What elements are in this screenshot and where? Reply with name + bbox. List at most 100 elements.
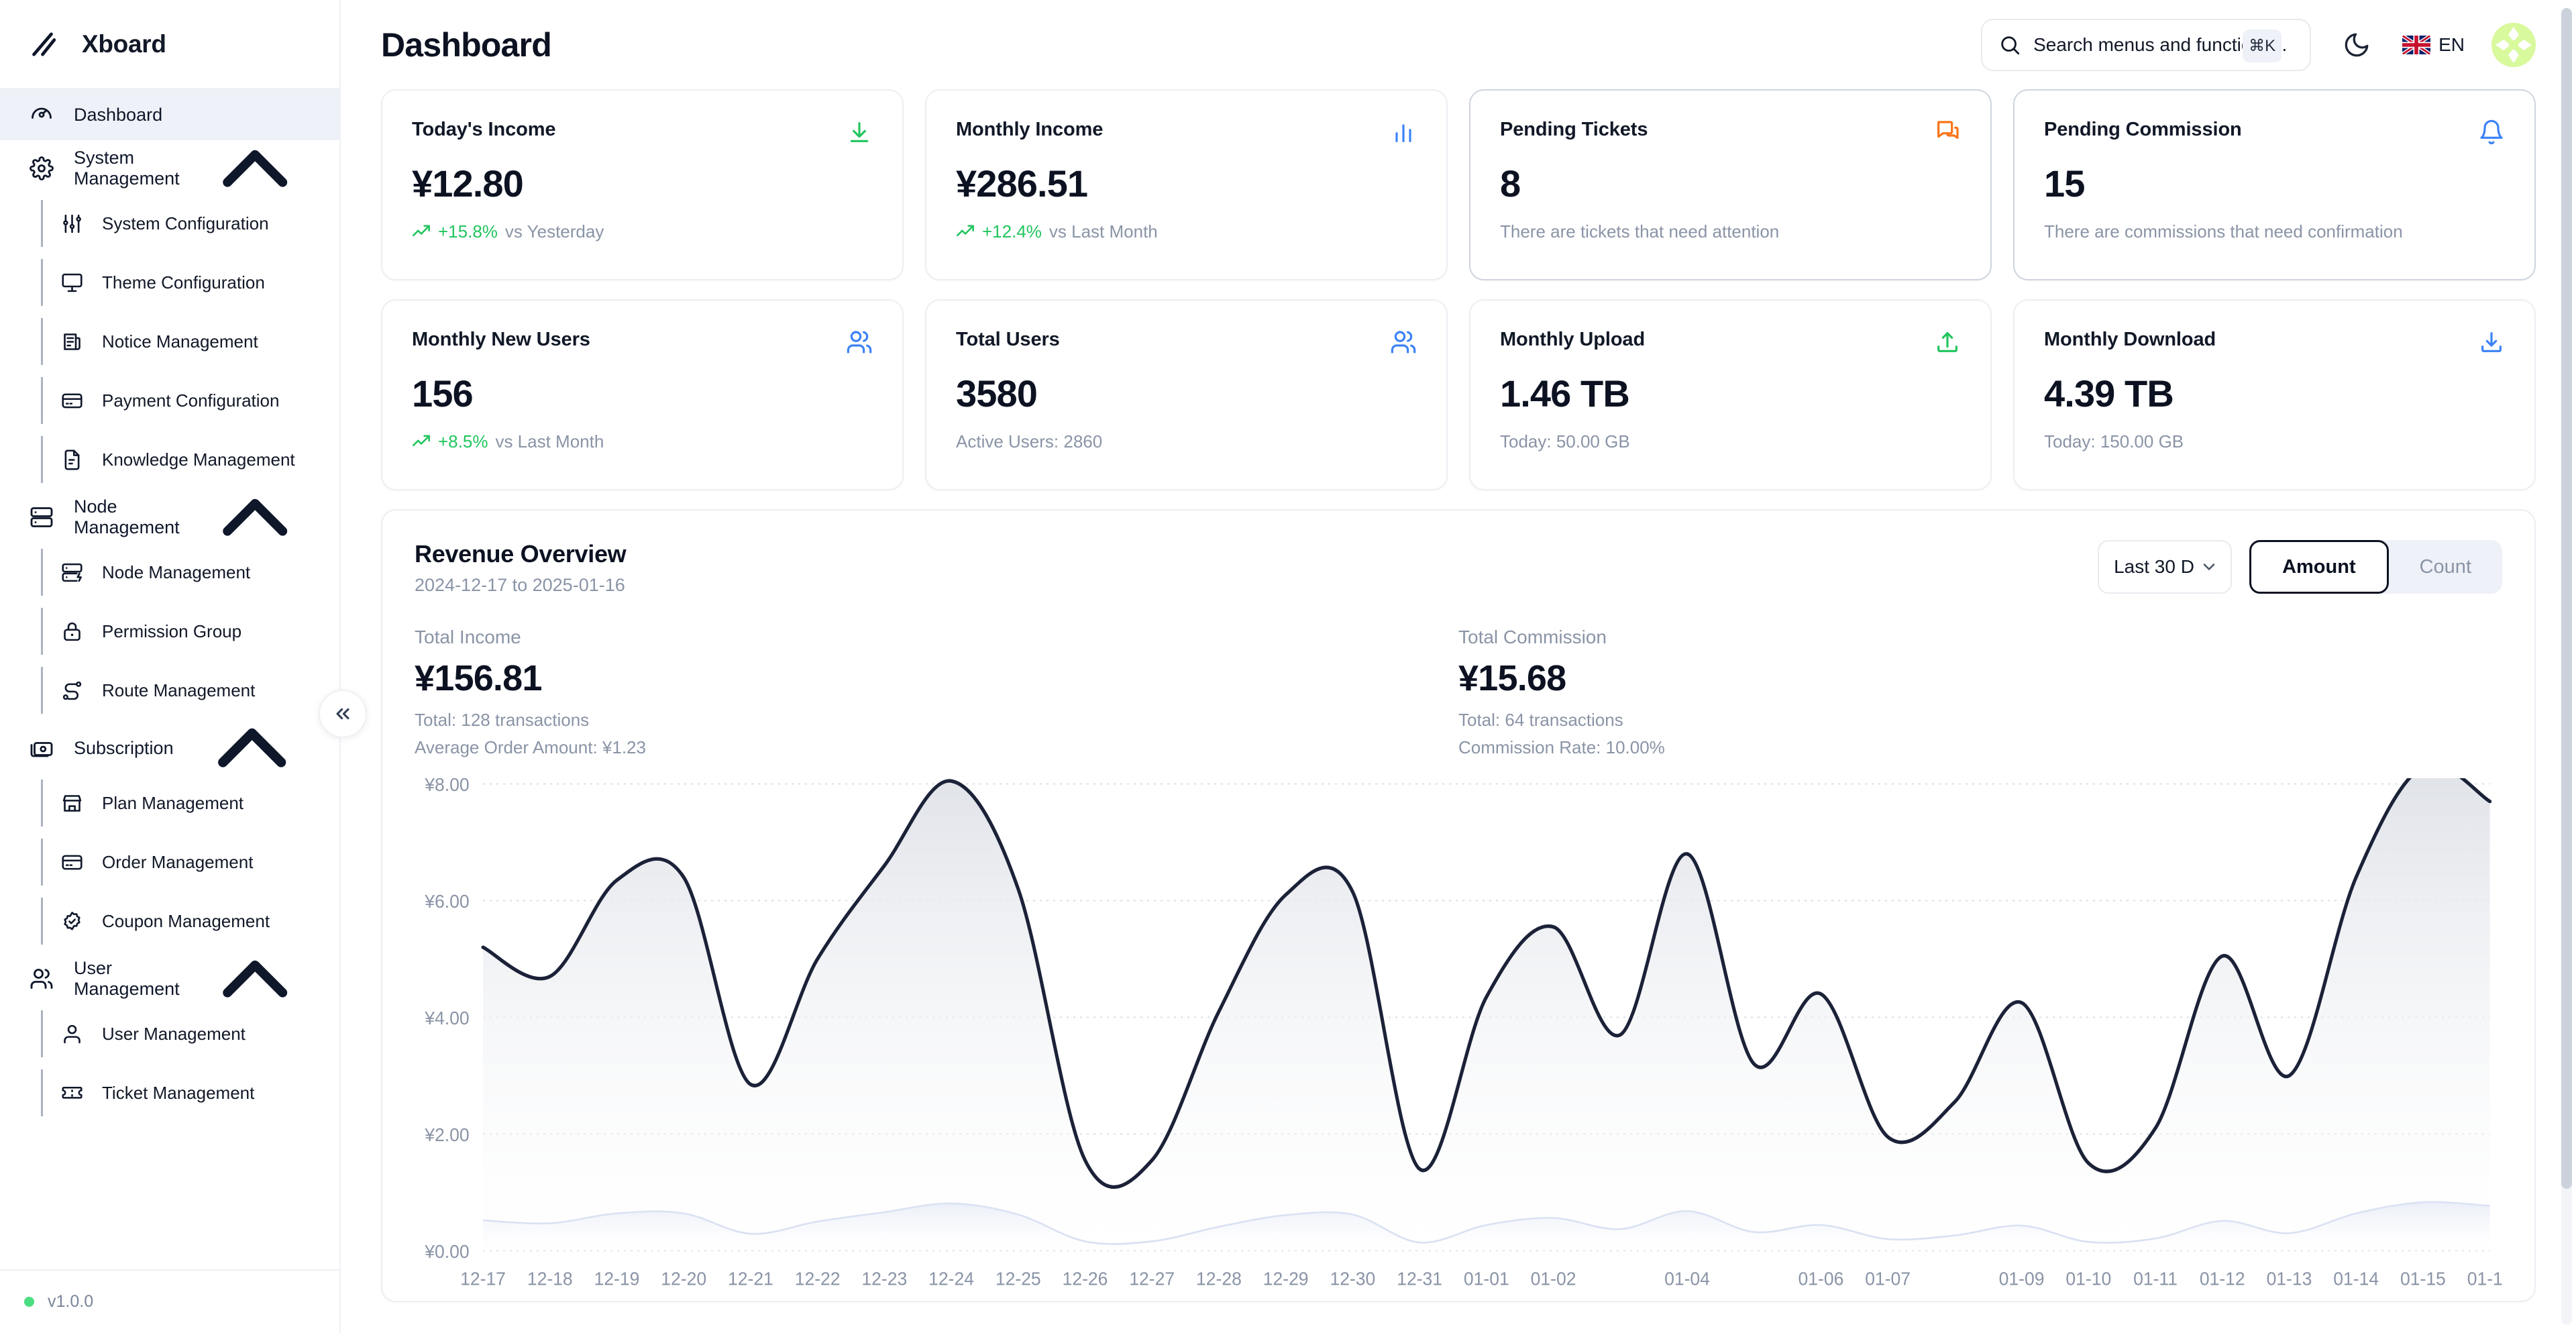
svg-text:01-10: 01-10 xyxy=(2065,1268,2111,1289)
sidebar-item-label: Permission Group xyxy=(102,621,242,641)
route-icon xyxy=(62,681,82,700)
card-subtext: +12.4% vs Last Month xyxy=(956,221,1417,242)
svg-text:12-22: 12-22 xyxy=(795,1268,841,1289)
stat-card-monthly-download[interactable]: Monthly Download 4.39 TB Today: 150.00 G… xyxy=(2013,299,2536,490)
sidebar-item-user-management[interactable]: User Management xyxy=(41,1004,339,1063)
user-avatar-icon xyxy=(2491,22,2536,67)
stat-card-monthly-income[interactable]: Monthly Income ¥286.51 +12.4% vs Last Mo… xyxy=(925,89,1448,280)
sidebar-item-ticket-management[interactable]: Ticket Management xyxy=(41,1063,339,1122)
total-commission-label: Total Commission xyxy=(1458,627,1607,647)
sidebar-item-notice-management[interactable]: Notice Management xyxy=(41,312,339,371)
svg-text:12-18: 12-18 xyxy=(527,1268,573,1289)
card-delta: +8.5% xyxy=(438,431,488,451)
sidebar-item-plan-management[interactable]: Plan Management xyxy=(41,774,339,833)
sidebar-item-label: Plan Management xyxy=(102,792,244,813)
card-delta: +12.4% xyxy=(982,221,1042,242)
ticket-icon xyxy=(62,1086,83,1099)
total-commission-transactions: Total: 64 transactions xyxy=(1458,710,1623,730)
card-header: Total Users xyxy=(956,329,1417,356)
sidebar-item-system-configuration[interactable]: System Configuration xyxy=(41,194,339,253)
arrow-down-to-line-icon xyxy=(850,122,869,142)
total-income-value: ¥156.81 xyxy=(415,658,542,698)
gauge-icon xyxy=(32,107,52,119)
version-bar: v1.0.0 xyxy=(0,1269,339,1333)
revenue-chart[interactable]: ¥0.00 ¥2.00 ¥4.00 ¥6.00 ¥8.00 12-17 12-18 12-19… xyxy=(415,778,2502,1301)
sidebar-item-node-management[interactable]: Node Management xyxy=(41,543,339,602)
revenue-overview-panel: Revenue Overview 2024-12-17 to 2025-01-1… xyxy=(381,509,2536,1302)
sidebar-item-knowledge-management[interactable]: Knowledge Management xyxy=(41,430,339,489)
language-switcher[interactable]: EN xyxy=(2402,34,2465,56)
tab-count[interactable]: Count xyxy=(2389,540,2502,594)
sidebar-item-dashboard[interactable]: Dashboard xyxy=(0,89,339,140)
svg-text:01-13: 01-13 xyxy=(2267,1268,2312,1289)
tab-amount[interactable]: Amount xyxy=(2249,540,2389,594)
topbar: Dashboard Search menus and functions... … xyxy=(341,0,2576,89)
stat-card-todays-income[interactable]: Today's Income ¥12.80 +15.8% vs Yesterda… xyxy=(381,89,904,280)
svg-text:¥4.00: ¥4.00 xyxy=(424,1008,469,1029)
stat-card-total-users[interactable]: Total Users 3580 Active Users: 2860 xyxy=(925,299,1448,490)
scrollbar-thumb[interactable] xyxy=(2561,8,2572,1189)
stat-card-monthly-upload[interactable]: Monthly Upload 1.46 TB Today: 50.00 GB xyxy=(1469,299,1992,490)
sidebar-group-label: Subscription xyxy=(74,737,174,758)
card-value: ¥286.51 xyxy=(956,162,1088,205)
sidebar-group-label: User Management xyxy=(74,958,180,999)
theme-toggle-button[interactable] xyxy=(2338,26,2375,64)
card-subtext: Today: 150.00 GB xyxy=(2044,431,2505,452)
sidebar-item-permission-group[interactable]: Permission Group xyxy=(41,602,339,661)
trending-up-icon xyxy=(957,225,974,237)
topbar-actions: Search menus and functions... ⌘K xyxy=(1981,18,2536,71)
panel-controls: Last 30 Days Amount Count xyxy=(2098,540,2502,594)
sidebar-item-label: Theme Configuration xyxy=(102,272,265,292)
card-header: Monthly Upload xyxy=(1500,329,1961,356)
svg-text:12-21: 12-21 xyxy=(728,1268,773,1289)
language-label: EN xyxy=(2438,34,2465,55)
sidebar-group-user-management: User Management User Management xyxy=(0,953,339,1122)
svg-text:01-12: 01-12 xyxy=(2200,1268,2245,1289)
stat-card-pending-commission[interactable]: Pending Commission 15 There are commissi… xyxy=(2013,89,2536,280)
sidebar-item-coupon-management[interactable]: Coupon Management xyxy=(41,892,339,951)
sidebar-group-system-management: System Management System Configuration xyxy=(0,143,339,489)
sidebar-group-label: Node Management xyxy=(74,496,180,537)
brand[interactable]: Xboard xyxy=(0,0,339,89)
user-icon xyxy=(64,1024,80,1043)
sidebar-item-route-management[interactable]: Route Management xyxy=(41,661,339,720)
trending-up-icon xyxy=(413,435,430,447)
stat-card-pending-tickets[interactable]: Pending Tickets 8 There are tickets that… xyxy=(1469,89,1992,280)
card-header: Monthly New Users xyxy=(412,329,873,356)
sidebar-item-label: Notice Management xyxy=(102,331,258,352)
card-subtext: There are commissions that need confirma… xyxy=(2044,221,2505,242)
sidebar-group-header-user-management[interactable]: User Management xyxy=(0,953,339,1004)
search-input[interactable]: Search menus and functions... ⌘K xyxy=(1981,18,2312,71)
sidebar-group-header-subscription[interactable]: Subscription xyxy=(0,723,339,774)
total-income-label: Total Income xyxy=(415,627,521,647)
sidebar-group-header-node-management[interactable]: Node Management xyxy=(0,492,339,543)
bell-icon xyxy=(2480,119,2503,145)
users-icon xyxy=(30,969,53,989)
panel-title: Revenue Overview xyxy=(415,540,627,568)
search-icon xyxy=(2001,36,2020,54)
card-title: Pending Commission xyxy=(2044,119,2242,140)
banknote-icon xyxy=(30,742,53,757)
message-square-icon xyxy=(1937,121,1959,139)
panel-heading-group: Revenue Overview 2024-12-17 to 2025-01-1… xyxy=(415,540,627,596)
sidebar-item-payment-configuration[interactable]: Payment Configuration xyxy=(41,371,339,430)
sidebar-item-label: System Configuration xyxy=(102,213,269,233)
card-value: 15 xyxy=(2044,162,2085,205)
stat-card-monthly-new-users[interactable]: Monthly New Users 156 +8.5% vs Last Mont… xyxy=(381,299,904,490)
card-value: 8 xyxy=(1500,162,1521,205)
svg-text:12-20: 12-20 xyxy=(661,1268,706,1289)
sidebar-sublist: System Configuration Theme Configuration xyxy=(41,194,339,489)
users-icon xyxy=(1391,331,1416,354)
svg-text:01-02: 01-02 xyxy=(1531,1268,1576,1289)
download-icon xyxy=(2481,332,2502,352)
sidebar-item-order-management[interactable]: Order Management xyxy=(41,833,339,892)
sidebar-collapse-button[interactable] xyxy=(319,690,367,738)
range-select[interactable]: Last 30 Days xyxy=(2098,540,2233,594)
stats-row-2: Monthly New Users 156 +8.5% vs Last Mont… xyxy=(381,299,2536,490)
brand-name: Xboard xyxy=(82,30,166,58)
card-value: ¥12.80 xyxy=(412,162,524,205)
sidebar-group-header-system-management[interactable]: System Management xyxy=(0,143,339,194)
sidebar-group-subscription: Subscription Plan Management xyxy=(0,723,339,951)
avatar[interactable] xyxy=(2491,22,2536,67)
sidebar-item-theme-configuration[interactable]: Theme Configuration xyxy=(41,253,339,312)
